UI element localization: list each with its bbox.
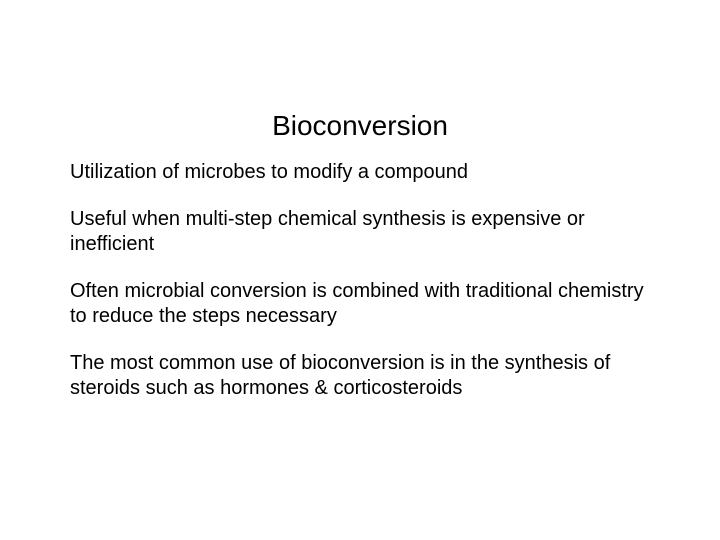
slide: Bioconversion Utilization of microbes to… xyxy=(0,0,720,540)
slide-paragraph: The most common use of bioconversion is … xyxy=(70,351,650,401)
slide-paragraph: Useful when multi-step chemical synthesi… xyxy=(70,207,650,257)
slide-title: Bioconversion xyxy=(70,0,650,160)
slide-paragraph: Often microbial conversion is combined w… xyxy=(70,279,650,329)
slide-paragraph: Utilization of microbes to modify a comp… xyxy=(70,160,650,185)
